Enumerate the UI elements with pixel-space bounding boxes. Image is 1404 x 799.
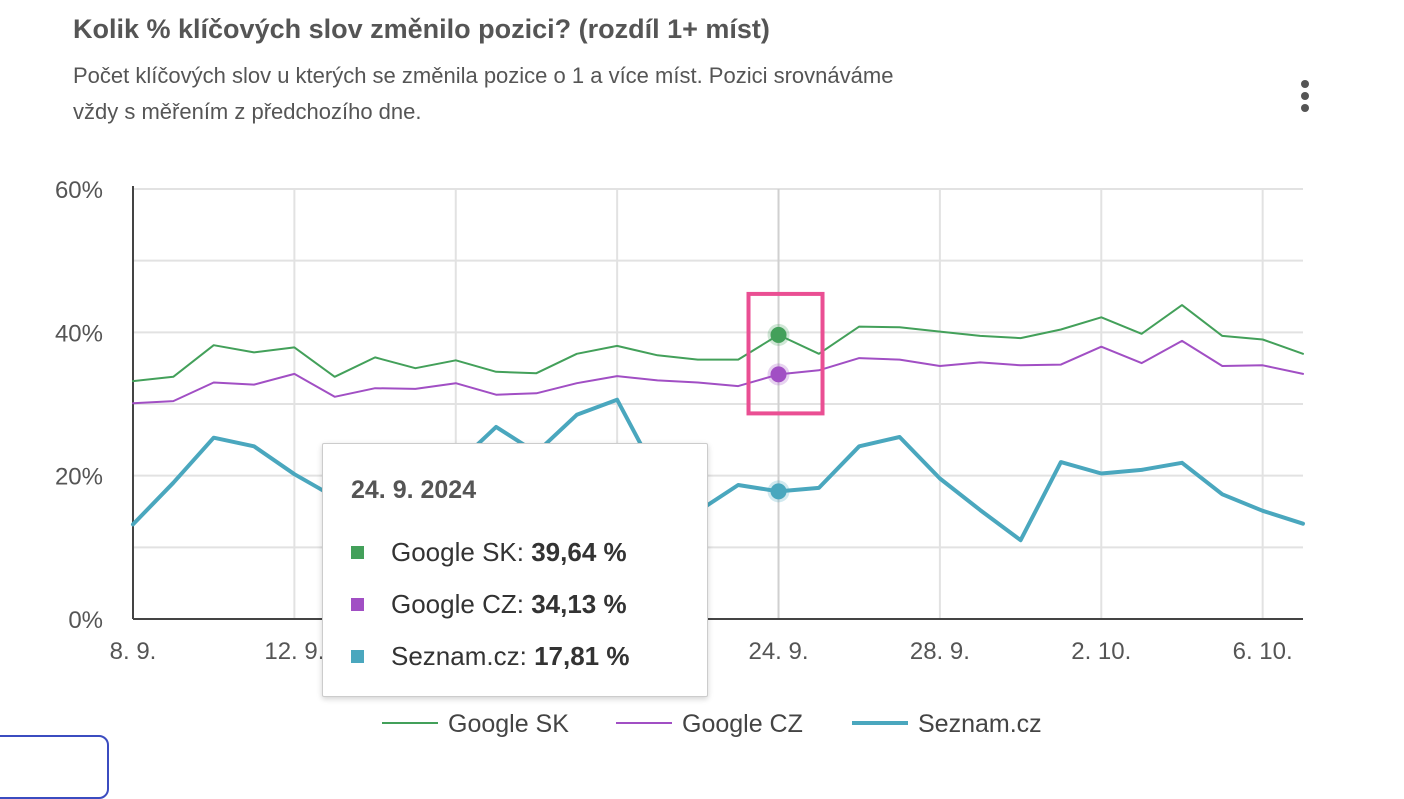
legend-line-icon [852,721,908,726]
tooltip-row-seznam: Seznam.cz: 17,81 % [351,641,629,672]
series-line-google-sk [132,304,1304,383]
data-point [770,366,787,383]
legend-label: Google CZ [682,710,803,738]
series-line-google-cz [132,339,1304,405]
menu-dot [1301,104,1309,112]
x-tick-label: 8. 9. [110,638,157,665]
more-options-icon[interactable] [1294,80,1318,120]
highlight-box [746,291,825,416]
data-point [770,483,787,500]
legend-item-seznam[interactable]: Seznam.cz [852,710,1042,739]
tooltip-row-google-cz: Google CZ: 34,13 % [351,589,627,620]
subtitle-line-1: Počet klíčových slov u kterých se změnil… [73,63,894,88]
chart-subtitle: Počet klíčových slov u kterých se změnil… [73,58,1033,130]
y-tick-label: 20% [55,464,103,491]
y-tick-label: 0% [68,607,103,634]
x-tick-label: 28. 9. [910,638,970,665]
x-tick-label: 2. 10. [1071,638,1131,665]
highlighted-points [746,291,825,503]
legend-label: Seznam.cz [918,710,1042,738]
menu-dot [1301,80,1309,88]
legend-swatch-icon [351,545,364,559]
chart-axes [132,186,1303,620]
partial-card [0,735,109,799]
x-tick-label: 6. 10. [1233,638,1293,665]
legend-label: Google SK [448,710,569,738]
legend-item-google-sk[interactable]: Google SK [382,710,569,739]
tooltip-value: 39,64 % [531,537,627,567]
tooltip-label: Seznam.cz: [391,641,527,671]
legend-line-icon [382,722,438,725]
tooltip-label: Google SK: [391,537,524,567]
x-tick-label: 24. 9. [748,638,808,665]
x-tick-label: 12. 9. [264,638,324,665]
legend-swatch-icon [351,649,364,663]
data-point [770,326,787,343]
chart-title: Kolik % klíčových slov změnilo pozici? (… [73,14,770,44]
tooltip-date: 24. 9. 2024 [351,476,477,504]
tooltip-label: Google CZ: [391,589,524,619]
y-tick-label: 40% [55,320,103,347]
subtitle-line-2: vždy s měřením z předchozího dne. [73,99,422,124]
series-line-seznam-cz [131,397,1305,543]
tooltip-value: 34,13 % [531,589,627,619]
legend-item-google-cz[interactable]: Google CZ [616,710,803,739]
chart-grid [133,188,1303,619]
legend-swatch-icon [351,597,364,611]
y-tick-label: 60% [55,177,103,204]
tooltip-value: 17,81 % [534,641,630,671]
menu-dot [1301,92,1309,100]
series-lines [131,304,1305,543]
chart-tooltip: 24. 9. 2024 Google SK: 39,64 % Google CZ… [322,443,708,697]
legend-line-icon [616,722,672,725]
y-axis-labels: 0% 20% 40% 60% [55,177,103,634]
tooltip-row-google-sk: Google SK: 39,64 % [351,537,627,568]
